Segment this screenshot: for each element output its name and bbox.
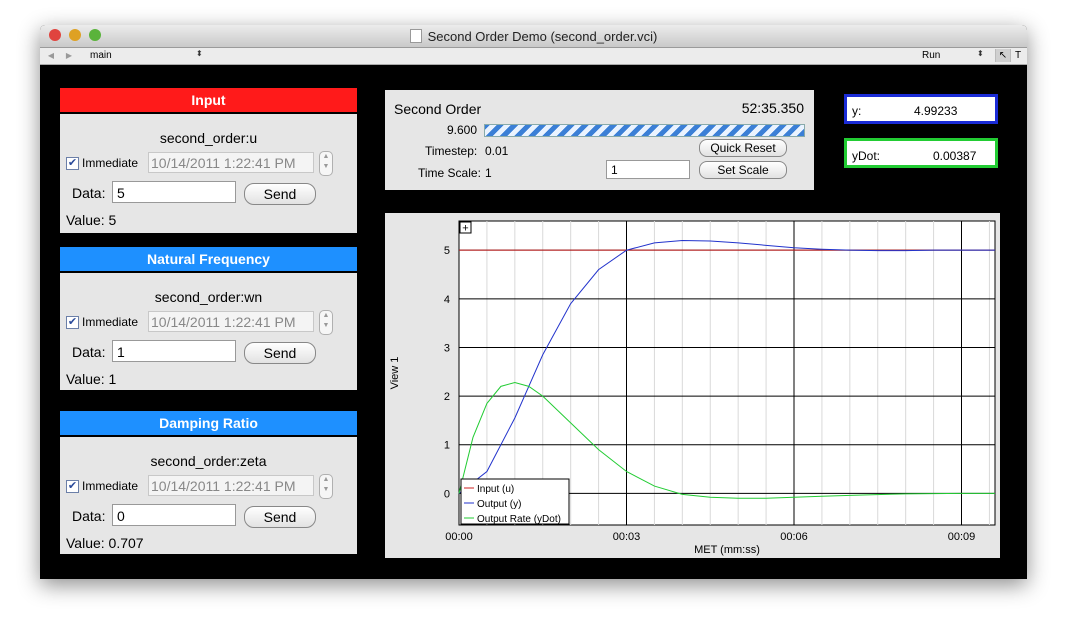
plot-panel: 0 1 2 3 4 5 00:00 00:03 00:06 00:09 MET (mm:ss) Vie… [385,213,1000,558]
progress-bar [484,124,805,137]
y-readout: y: 4.99233 [844,94,998,124]
y-tick-label: 2 [444,391,450,403]
y-tick-label: 4 [444,294,450,306]
immediate-checkbox[interactable]: ✔ [66,480,79,493]
sim-name: Second Order [394,101,482,117]
data-label: Data: [72,508,106,524]
immediate-checkbox[interactable]: ✔ [66,157,79,170]
variable-name: second_order:zeta [150,453,267,469]
value-readout: Value: 1 [66,371,117,387]
panel-body-damping-ratio: second_order:zeta ✔ Immediate 10/14/2011… [60,437,357,554]
variable-name: second_order:u [159,130,258,146]
series-line [458,239,995,494]
forward-arrow-icon[interactable]: ▶ [65,51,73,60]
variable-name: second_order:wn [154,289,263,305]
close-window-button[interactable] [49,29,61,41]
line-chart: 0 1 2 3 4 5 00:00 00:03 00:06 00:09 MET (mm:ss) Vie… [389,220,996,556]
toolbar: ◀ ▶ main ⬍ Run ⬍ ↖ T [40,48,1027,65]
panel-body-input: second_order:u ✔ Immediate 10/14/2011 1:… [60,114,357,233]
pointer-tool-icon[interactable]: ↖ [995,49,1010,62]
set-scale-button[interactable]: Set Scale [699,161,787,179]
timescale-value: 1 [485,166,492,180]
time-scale-input[interactable]: 1 [606,160,690,179]
legend-label: Output (y) [477,499,521,510]
data-label: Data: [72,185,106,201]
x-tick-label: 00:00 [445,531,473,543]
send-button[interactable]: Send [244,342,316,364]
y-tick-label: 1 [444,440,450,452]
ydot-readout-label: yDot: [852,149,881,163]
data-input[interactable]: 1 [112,340,236,362]
data-label: Data: [72,344,106,360]
y-axis-label: View 1 [389,357,401,390]
simulation-status-panel: Second Order 52:35.350 9.600 Timestep: 0… [385,90,814,190]
data-input[interactable]: 0 [112,504,236,526]
quick-reset-button[interactable]: Quick Reset [699,139,787,157]
immediate-checkbox[interactable]: ✔ [66,316,79,329]
text-tool-icon[interactable]: T [1010,49,1025,62]
x-tick-label: 00:03 [613,531,641,543]
minimize-window-button[interactable] [69,29,81,41]
immediate-label: Immediate [82,156,139,170]
value-readout: Value: 5 [66,212,117,228]
view-selector-updown-icon[interactable]: ⬍ [196,49,203,58]
window-title: Second Order Demo (second_order.vci) [40,29,1027,44]
title-bar: Second Order Demo (second_order.vci) [40,25,1027,48]
series-line [458,381,995,499]
document-icon [409,29,422,43]
ydot-readout-value: 0.00387 [933,149,977,163]
window-title-text: Second Order Demo (second_order.vci) [427,29,658,44]
zoom-window-button[interactable] [89,29,101,41]
timestep-value: 0.01 [485,144,509,158]
y-readout-value: 4.99233 [914,104,958,118]
ydot-readout: yDot: 0.00387 [844,138,998,168]
date-stepper[interactable]: ▲ ▼ [319,310,333,335]
panel-header-natural-frequency: Natural Frequency [60,247,357,271]
y-readout-label: y: [852,104,862,118]
x-axis-label: MET (mm:ss) [694,544,760,556]
legend-label: Output Rate (yDot) [477,514,561,525]
view-selector[interactable]: main [90,50,112,61]
immediate-label: Immediate [82,315,139,329]
date-stepper[interactable]: ▲ ▼ [319,474,333,499]
zoom-button-box [459,221,472,234]
legend-label: Input (u) [477,484,514,495]
panel-header-input: Input [60,88,357,112]
x-tick-label: 00:09 [948,531,976,543]
send-button[interactable]: Send [244,183,316,205]
data-input[interactable]: 5 [112,181,236,203]
date-field[interactable]: 10/14/2011 1:22:41 PM [148,152,314,173]
timestep-label: Timestep: [425,144,478,158]
back-arrow-icon[interactable]: ◀ [47,51,55,60]
sim-clock: 52:35.350 [741,100,804,116]
date-field[interactable]: 10/14/2011 1:22:41 PM [148,475,314,496]
sim-rate: 9.600 [447,123,478,137]
panel-body-natural-frequency: second_order:wn ✔ Immediate 10/14/2011 1… [60,273,357,390]
date-field[interactable]: 10/14/2011 1:22:41 PM [148,311,314,332]
app-window: Second Order Demo (second_order.vci) ◀ ▶… [40,25,1027,579]
send-button[interactable]: Send [244,506,316,528]
x-tick-label: 00:06 [780,531,808,543]
y-tick-label: 0 [444,488,450,500]
panel-header-damping-ratio: Damping Ratio [60,411,357,435]
mode-selector[interactable]: Run [922,50,941,61]
y-tick-label: 5 [444,245,450,257]
date-stepper[interactable]: ▲ ▼ [319,151,333,176]
y-tick-label: 3 [444,342,450,354]
legend-box [460,478,570,525]
zoom-plus-icon: + [462,223,468,235]
value-readout: Value: 0.707 [66,535,144,551]
immediate-label: Immediate [82,479,139,493]
timescale-label: Time Scale: [418,166,481,180]
mode-selector-updown-icon[interactable]: ⬍ [977,49,984,58]
